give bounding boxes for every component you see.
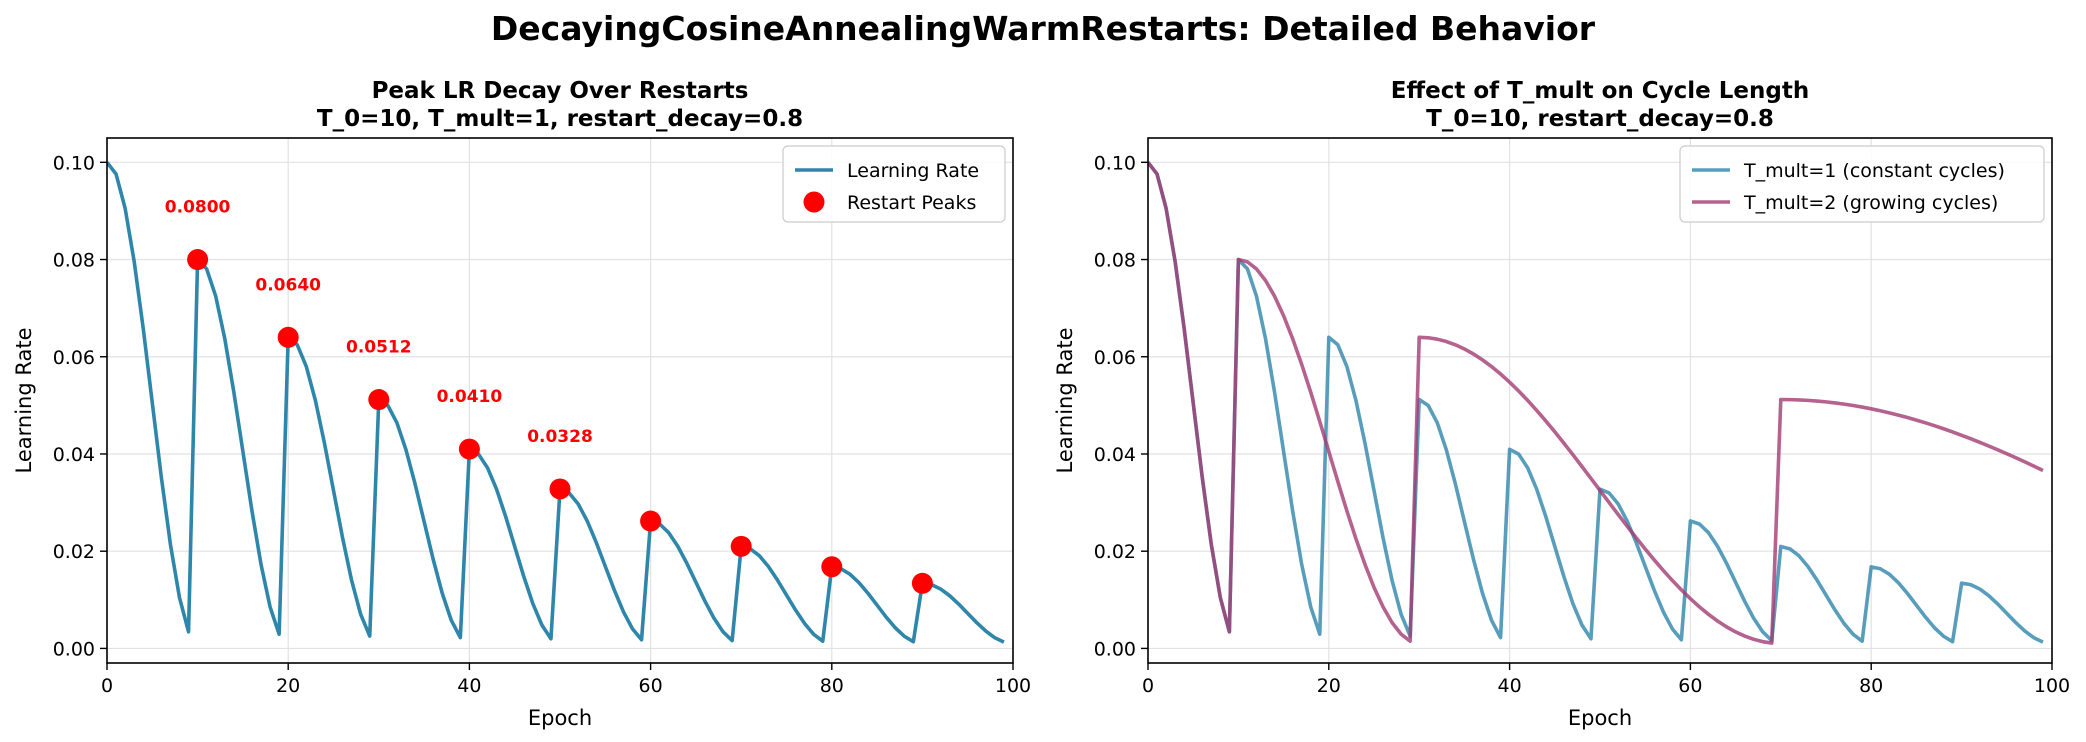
left-ytick-label-0: 0.00 [53,638,95,660]
left-ytick-label-4: 0.08 [53,250,95,272]
left-legend-label-1: Restart Peaks [847,192,976,214]
right-ytick-label-4: 0.08 [1094,250,1136,272]
right-ytick-label-0: 0.00 [1094,638,1136,660]
left-restart-peak-point-4 [549,478,571,500]
left-restart-peak-point-3 [458,438,480,460]
right-xtick-label-5: 100 [2034,675,2070,697]
right-axes-frame [1147,137,2053,664]
left-restart-peak-point-7 [821,556,843,578]
right-legend-label-0: T_mult=1 (constant cycles) [1743,160,2005,182]
left-legend-label-0: Learning Rate [847,160,979,182]
left-xtick-label-1: 20 [276,675,300,697]
left-restart-peak-point-8 [911,572,933,594]
right-plot-area [1148,161,2044,645]
right-series-line-1 [1148,161,2044,645]
right-ytick-label-5: 0.10 [1094,152,1136,174]
right-xtick-label-4: 80 [1859,675,1883,697]
left-axes-frame [106,137,1014,664]
left-legend: Learning Rate Restart Peaks [782,145,1006,223]
right-ytick-label-3: 0.06 [1094,347,1136,369]
right-chart-subtitle: T_0=10, restart_decay=0.8 [1426,106,1774,132]
right-xtick-label-0: 0 [1142,675,1154,697]
left-ytick-label-2: 0.04 [53,444,95,466]
left-restart-peak-point-0 [187,249,209,271]
left-series-line-0 [107,161,1005,644]
right-legend-box [1679,145,2045,223]
right-y-axis-label: Learning Rate [1053,328,1077,474]
left-peak-annotation-0: 0.0800 [165,198,231,218]
right-chart-title: Effect of T_mult on Cycle Length [1391,78,1809,104]
right-x-axis-label: Epoch [1568,706,1632,730]
left-chart-panel: 0.0800 0.0640 0.0512 0.0410 0.0328 0 20 40 60 80 1… [12,78,1031,730]
left-x-axis-label: Epoch [528,706,592,730]
left-ytick-label-3: 0.06 [53,347,95,369]
right-legend-label-1: T_mult=2 (growing cycles) [1743,192,1998,214]
left-restart-peak-point-5 [640,510,662,532]
figure-suptitle: DecayingCosineAnnealingWarmRestarts: Det… [491,9,1596,48]
left-restart-peak-point-2 [368,389,390,411]
right-ytick-label-2: 0.04 [1094,444,1136,466]
right-xtick-label-2: 40 [1498,675,1522,697]
left-legend-swatch-1 [803,191,825,213]
left-xtick-label-3: 60 [639,675,663,697]
right-legend: T_mult=1 (constant cycles) T_mult=2 (grow… [1679,145,2045,223]
left-chart-title: Peak LR Decay Over Restarts [372,78,749,104]
right-chart-panel: 0 20 40 60 80 100 0.00 0.02 0.04 0.06 0.08 0.10 Epoc… [1053,78,2070,730]
left-xtick-label-0: 0 [101,675,113,697]
left-y-axis-label: Learning Rate [12,328,36,474]
left-peak-annotation-4: 0.0328 [527,427,593,447]
left-plot-area [107,161,1005,644]
left-ytick-label-1: 0.02 [53,541,95,563]
left-xtick-label-2: 40 [457,675,481,697]
left-ytick-label-5: 0.10 [53,152,95,174]
left-restart-peak-point-6 [730,535,752,557]
right-series-line-0 [1148,161,2044,644]
right-ytick-label-1: 0.02 [1094,541,1136,563]
left-restart-peak-point-1 [277,326,299,348]
left-xtick-label-4: 80 [820,675,844,697]
left-peak-annotation-2: 0.0512 [346,338,412,358]
left-chart-subtitle: T_0=10, T_mult=1, restart_decay=0.8 [317,106,803,132]
right-xtick-label-3: 60 [1678,675,1702,697]
left-xtick-label-5: 100 [995,675,1031,697]
left-peak-annotation-1: 0.0640 [255,275,321,295]
left-legend-box [782,145,1006,223]
right-xtick-label-1: 20 [1317,675,1341,697]
left-peak-annotation-3: 0.0410 [437,387,503,407]
